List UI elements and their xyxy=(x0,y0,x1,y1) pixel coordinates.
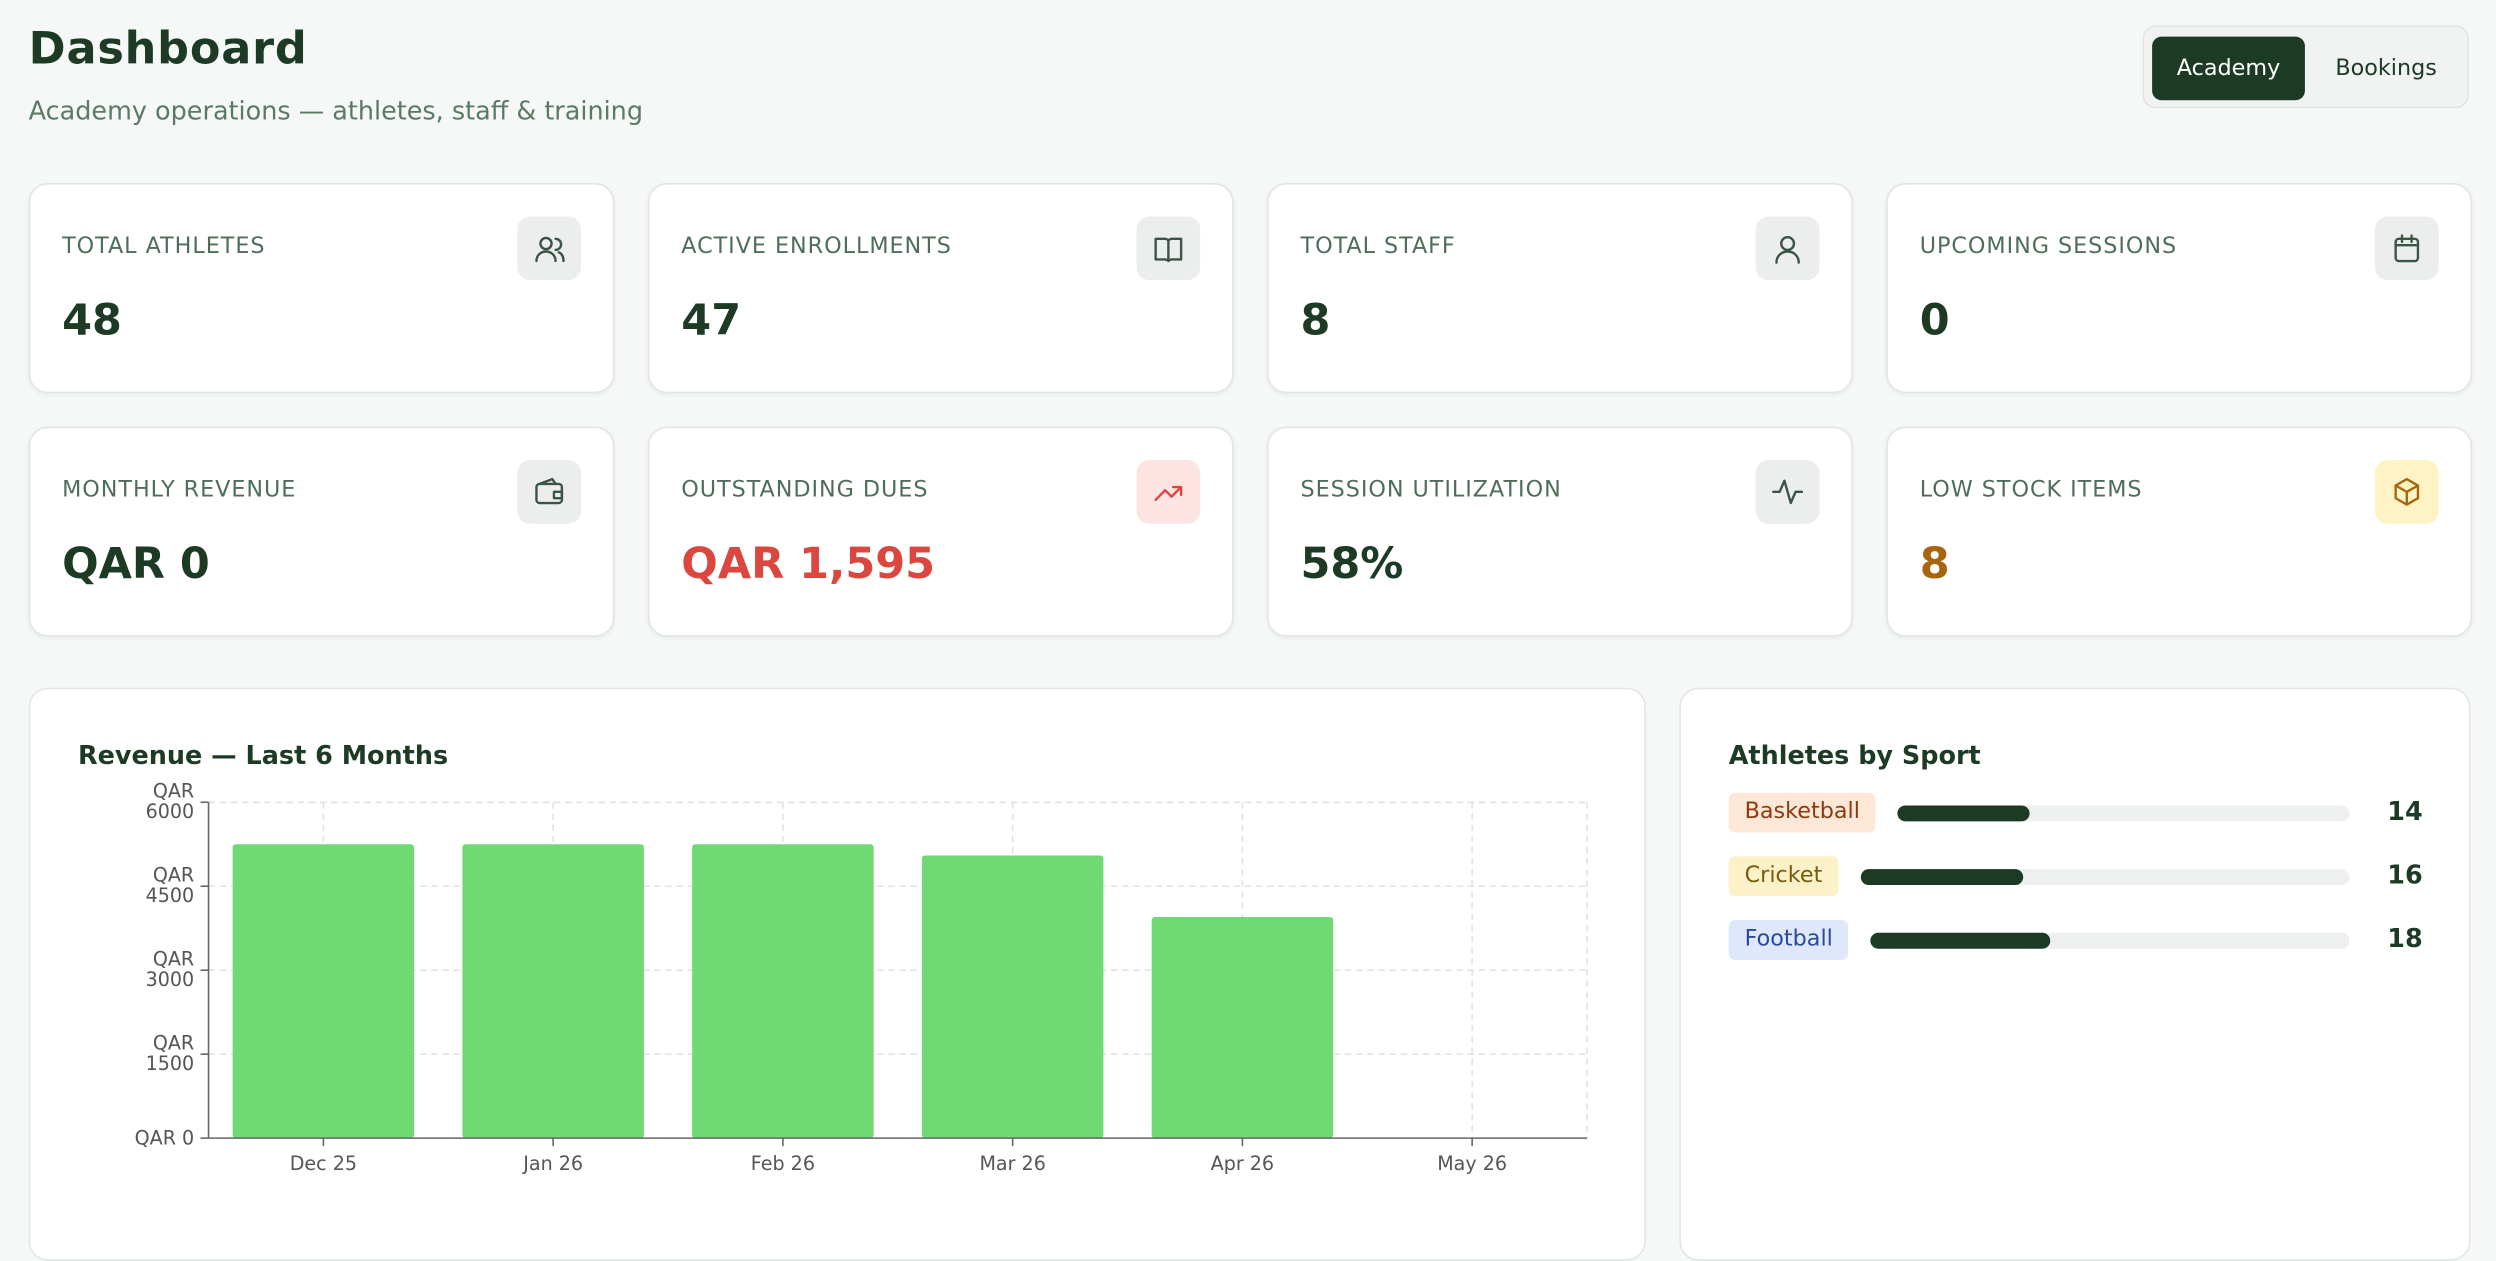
stat-value: QAR 0 xyxy=(62,539,210,589)
x-tick-label: Dec 25 xyxy=(290,1152,357,1175)
sport-row: Football 18 xyxy=(1728,920,2423,961)
sport-bar xyxy=(1870,932,2051,949)
chart-title: Revenue — Last 6 Months xyxy=(77,740,449,771)
revenue-panel: Revenue — Last 6 Months QAR 0 QAR 1500 QAR 3… xyxy=(28,687,1646,1261)
stat-value: 58% xyxy=(1300,539,1404,589)
toggle-bookings[interactable]: Bookings xyxy=(2335,55,2437,82)
sport-bar xyxy=(1860,869,2024,886)
bar xyxy=(1151,917,1334,1139)
icon xyxy=(2394,234,2420,263)
y-tick-label: QAR 6000 xyxy=(146,779,195,823)
icon xyxy=(535,477,564,505)
x-tick-label: Feb 26 xyxy=(751,1152,815,1175)
page-subtitle: Academy operations — athletes, staff & t… xyxy=(28,95,643,126)
sport-count: 16 xyxy=(2387,859,2423,890)
stat-icon xyxy=(2374,460,2439,524)
stat-value: 48 xyxy=(62,296,122,346)
icon xyxy=(1772,479,1804,505)
mode-toggle: Academy Bookings xyxy=(2142,25,2469,109)
stat-value: 8 xyxy=(1300,296,1331,346)
y-tick-label: QAR 3000 xyxy=(146,947,195,991)
stat-label: MONTHLY REVENUE xyxy=(62,477,297,504)
icon xyxy=(1154,237,1183,263)
stat-label: TOTAL ATHLETES xyxy=(62,233,266,260)
sports-title: Athletes by Sport xyxy=(1728,740,1981,771)
stat-label: LOW STOCK ITEMS xyxy=(1919,477,2143,504)
dashboard: Dashboard Academy operations — athletes,… xyxy=(28,22,2473,1261)
stat-card: LOW STOCK ITEMS 8 xyxy=(1886,426,2473,637)
sport-track xyxy=(1860,869,2350,886)
sport-chip: Basketball xyxy=(1728,792,1876,833)
stat-value: 8 xyxy=(1919,539,1950,589)
bar xyxy=(232,844,415,1139)
stat-icon xyxy=(1755,460,1820,524)
stat-icon xyxy=(1136,460,1201,524)
stat-card: SESSION UTILIZATION 58% xyxy=(1267,426,1853,637)
stat-icon xyxy=(517,216,582,281)
sport-count: 14 xyxy=(2387,795,2423,827)
icon xyxy=(1775,235,1800,264)
stat-label: UPCOMING SESSIONS xyxy=(1919,233,2178,260)
stat-icon xyxy=(2374,216,2439,281)
x-tick-label: Mar 26 xyxy=(979,1152,1045,1175)
sport-row: Basketball 14 xyxy=(1728,792,2423,834)
stat-card: UPCOMING SESSIONS 0 xyxy=(1886,183,2473,394)
stat-label: TOTAL STAFF xyxy=(1300,233,1456,260)
y-tick-label: QAR 1500 xyxy=(146,1031,195,1075)
stat-icon xyxy=(1755,216,1820,281)
x-tick-label: Apr 26 xyxy=(1211,1152,1274,1175)
bar xyxy=(692,844,874,1139)
sport-track xyxy=(1870,932,2350,949)
bar xyxy=(462,844,644,1139)
x-tick-label: May 26 xyxy=(1437,1152,1507,1175)
sport-row: Cricket 16 xyxy=(1728,856,2423,897)
icon xyxy=(535,236,565,263)
stat-card: TOTAL STAFF 8 xyxy=(1267,183,1853,394)
toggle-academy[interactable]: Academy xyxy=(2152,36,2305,101)
stat-value: 0 xyxy=(1919,296,1950,346)
icon xyxy=(1154,485,1183,502)
sport-chip: Cricket xyxy=(1728,856,1839,897)
stat-icon xyxy=(1136,216,1201,281)
sport-track xyxy=(1897,805,2350,822)
page-title: Dashboard xyxy=(28,22,308,75)
bar xyxy=(921,855,1104,1139)
stat-card: OUTSTANDING DUES QAR 1,595 xyxy=(647,426,1234,637)
stat-value: 47 xyxy=(681,296,742,346)
y-tick-label: QAR 4500 xyxy=(146,863,195,907)
stat-label: SESSION UTILIZATION xyxy=(1300,477,1562,504)
stat-card: TOTAL ATHLETES 48 xyxy=(28,183,615,394)
sport-bar xyxy=(1897,805,2030,822)
icon xyxy=(2394,477,2420,506)
revenue-chart: QAR 0 QAR 1500 QAR 3000 QAR 4500 QAR 6000 Dec 25 J… xyxy=(135,779,1588,1175)
stat-value: QAR 1,595 xyxy=(681,539,936,589)
stat-card: MONTHLY REVENUE QAR 0 xyxy=(28,426,615,637)
stat-card: ACTIVE ENROLLMENTS 47 xyxy=(647,183,1234,394)
sport-count: 18 xyxy=(2387,923,2423,954)
sport-chip: Football xyxy=(1728,920,1849,960)
stat-label: ACTIVE ENROLLMENTS xyxy=(681,233,952,260)
stat-label: OUTSTANDING DUES xyxy=(681,477,929,504)
x-tick-label: Jan 26 xyxy=(522,1152,583,1175)
y-tick-label: QAR 0 xyxy=(135,1127,195,1150)
stat-icon xyxy=(517,460,582,524)
sports-panel: Athletes by Sport Basketball 14 Cricket 16 F… xyxy=(1679,687,2471,1261)
